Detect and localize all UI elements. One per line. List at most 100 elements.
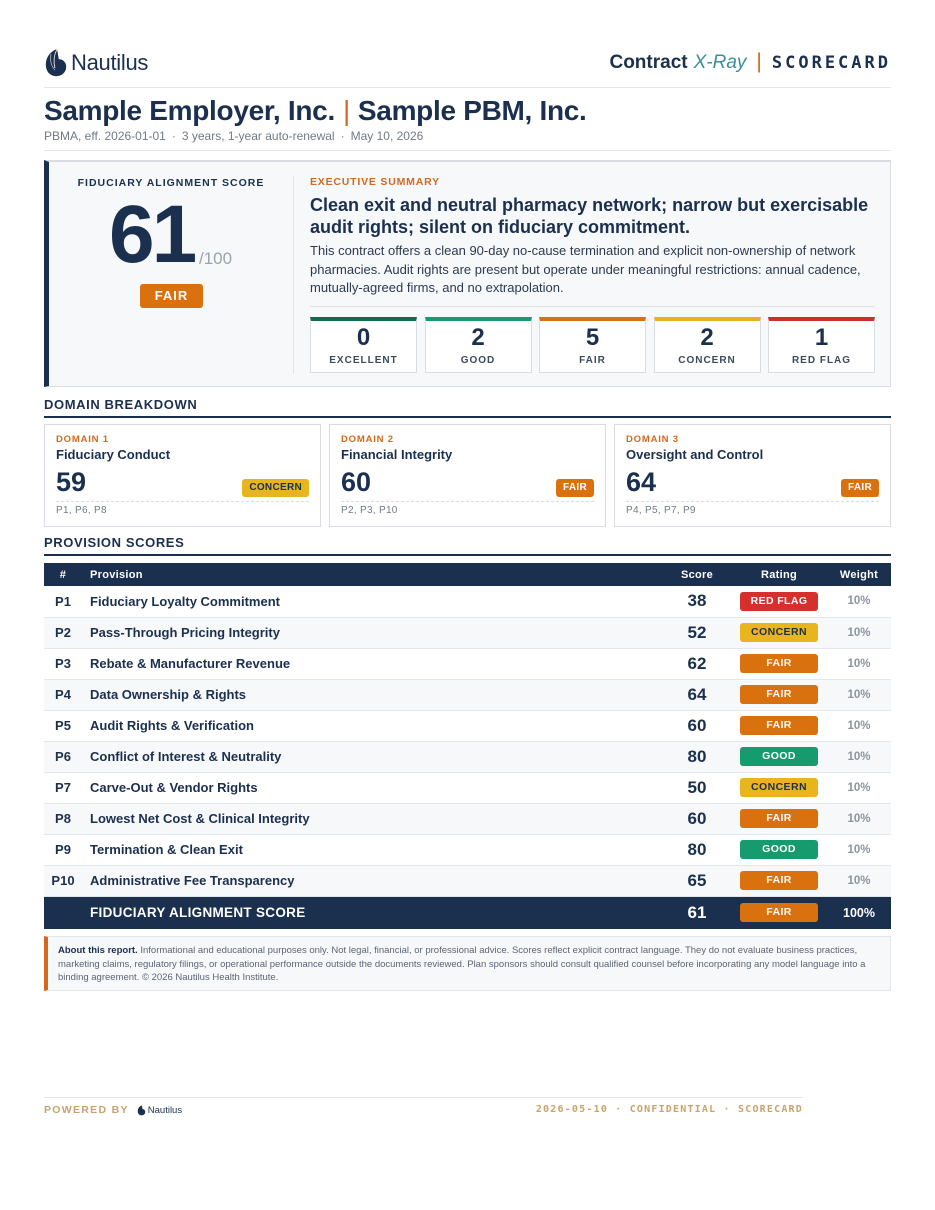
- provision-weight: 10%: [827, 834, 891, 866]
- count-label: CONCERN: [678, 355, 736, 366]
- provision-score: 38: [663, 586, 731, 618]
- provision-weight: 10%: [827, 648, 891, 680]
- score-hero-panel: FIDUCIARY ALIGNMENT SCORE 61 /100 FAIR E…: [44, 160, 891, 387]
- footer-logo-text: Nautilus: [147, 1104, 183, 1116]
- provision-id: P10: [44, 865, 82, 897]
- rating-counts: 0 EXCELLENT 2 GOOD 5 FAIR 2 CONCERN 1: [310, 317, 875, 373]
- provision-rating-cell: FAIR: [731, 803, 827, 835]
- provision-weight: 10%: [827, 710, 891, 742]
- table-row: P6 Conflict of Interest & Neutrality 80 GOO…: [44, 741, 891, 773]
- divider: [626, 501, 879, 502]
- table-header-row: # Provision Score Rating Weight: [44, 563, 891, 586]
- provision-rating-cell: FAIR: [731, 865, 827, 897]
- disclaimer-title: About this report.: [58, 945, 138, 956]
- provision-rating-cell: FAIR: [731, 648, 827, 680]
- domain-score: 60: [341, 467, 372, 497]
- divider: [44, 150, 891, 151]
- powered-by-label: POWERED BY: [44, 1104, 129, 1116]
- col-header-provision: Provision: [82, 563, 663, 586]
- count-value: 2: [471, 324, 485, 351]
- count-fair: 5 FAIR: [539, 317, 646, 373]
- provision-rating-cell: GOOD: [731, 741, 827, 773]
- nautilus-logo: Nautilus: [44, 48, 148, 78]
- disclaimer-text: Informational and educational purposes o…: [58, 945, 866, 983]
- product-brand: Contract X-Ray | SCORECARD: [609, 50, 891, 74]
- count-label: FAIR: [579, 355, 606, 366]
- provision-rating-cell: GOOD: [731, 834, 827, 866]
- divider: [56, 501, 309, 502]
- divider: [310, 306, 875, 307]
- meta-dot: ·: [171, 129, 176, 143]
- score-label: FIDUCIARY ALIGNMENT SCORE: [77, 177, 265, 189]
- provision-id: P2: [44, 617, 82, 649]
- brand-scorecard: SCORECARD: [771, 53, 891, 73]
- logo-text: Nautilus: [71, 50, 149, 75]
- provision-name: Administrative Fee Transparency: [82, 865, 663, 897]
- count-value: 2: [700, 324, 714, 351]
- domain-rating-badge: FAIR: [556, 479, 594, 497]
- domain-rating-badge: CONCERN: [242, 479, 309, 497]
- table-row: P7 Carve-Out & Vendor Rights 50 CONCERN 10%: [44, 772, 891, 804]
- domain-provisions: P1, P6, P8: [56, 505, 107, 516]
- count-value: 0: [356, 324, 371, 351]
- header-bar: Nautilus Contract X-Ray | SCORECARD: [44, 46, 891, 88]
- term-info: 3 years, 1-year auto-renewal: [181, 129, 335, 143]
- provision-score: 60: [663, 710, 731, 742]
- powered-by: POWERED BY Nautilus: [44, 1104, 182, 1116]
- rating-badge: FAIR: [740, 654, 818, 673]
- total-weight: 100%: [827, 896, 891, 929]
- rating-badge: GOOD: [740, 840, 818, 859]
- provision-score: 62: [663, 648, 731, 680]
- overall-rating-badge: FAIR: [140, 284, 203, 308]
- table-row: P10 Administrative Fee Transparency 65 FAIR…: [44, 865, 891, 897]
- domain-number: DOMAIN 2: [341, 434, 394, 445]
- provision-weight: 10%: [827, 586, 891, 618]
- domain-provisions: P2, P3, P10: [341, 505, 398, 516]
- provision-name: Termination & Clean Exit: [82, 834, 663, 866]
- provision-id: P6: [44, 741, 82, 773]
- domain-name: Fiduciary Conduct: [56, 447, 171, 462]
- nautilus-shell-icon: [45, 48, 67, 77]
- count-label: RED FLAG: [791, 355, 852, 366]
- provision-weight: 10%: [827, 679, 891, 711]
- domain-rating-badge: FAIR: [841, 479, 879, 497]
- rating-badge: FAIR: [740, 716, 818, 735]
- domain-score: 64: [626, 467, 657, 497]
- pbm-name: Sample PBM, Inc.: [357, 95, 587, 126]
- count-label: EXCELLENT: [329, 355, 398, 366]
- provision-id: P4: [44, 679, 82, 711]
- table-row: P2 Pass-Through Pricing Integrity 52 CONCER…: [44, 617, 891, 649]
- meta-dot: ·: [340, 129, 345, 143]
- provision-rating-cell: FAIR: [731, 710, 827, 742]
- provision-score: 60: [663, 803, 731, 835]
- total-score: 61: [663, 896, 731, 929]
- provision-rating-cell: CONCERN: [731, 772, 827, 804]
- domain-name: Financial Integrity: [341, 447, 453, 462]
- provision-weight: 10%: [827, 617, 891, 649]
- provision-score: 50: [663, 772, 731, 804]
- nautilus-shell-icon: [137, 1104, 146, 1115]
- agreement-info: PBMA, eff. 2026-01-01: [44, 129, 166, 143]
- domain-name: Oversight and Control: [626, 447, 764, 462]
- rating-badge: FAIR: [740, 903, 818, 923]
- provision-score: 52: [663, 617, 731, 649]
- domain-breakdown-title: DOMAIN BREAKDOWN: [44, 397, 891, 418]
- brand-separator: |: [756, 50, 762, 73]
- contract-meta: PBMA, eff. 2026-01-01 · 3 years, 1-year au…: [44, 129, 423, 143]
- provision-table: # Provision Score Rating Weight P1 Fiduci…: [44, 563, 891, 929]
- provision-name: Fiduciary Loyalty Commitment: [82, 586, 663, 618]
- provision-id: P7: [44, 772, 82, 804]
- rating-badge: FAIR: [740, 809, 818, 828]
- table-row: P4 Data Ownership & Rights 64 FAIR 10%: [44, 679, 891, 711]
- provision-weight: 10%: [827, 741, 891, 773]
- domain-number: DOMAIN 1: [56, 434, 109, 445]
- count-red-flag: 1 RED FLAG: [768, 317, 875, 373]
- count-excellent: 0 EXCELLENT: [310, 317, 417, 373]
- provision-score: 80: [663, 741, 731, 773]
- provision-score: 65: [663, 865, 731, 897]
- col-header-score: Score: [663, 563, 731, 586]
- domain-card: DOMAIN 1 Fiduciary Conduct 59 CONCERN P1…: [44, 424, 321, 527]
- disclaimer: About this report. Informational and edu…: [44, 936, 891, 991]
- provision-scores-title: PROVISION SCORES: [44, 535, 891, 556]
- footer-logo: Nautilus: [137, 1105, 182, 1116]
